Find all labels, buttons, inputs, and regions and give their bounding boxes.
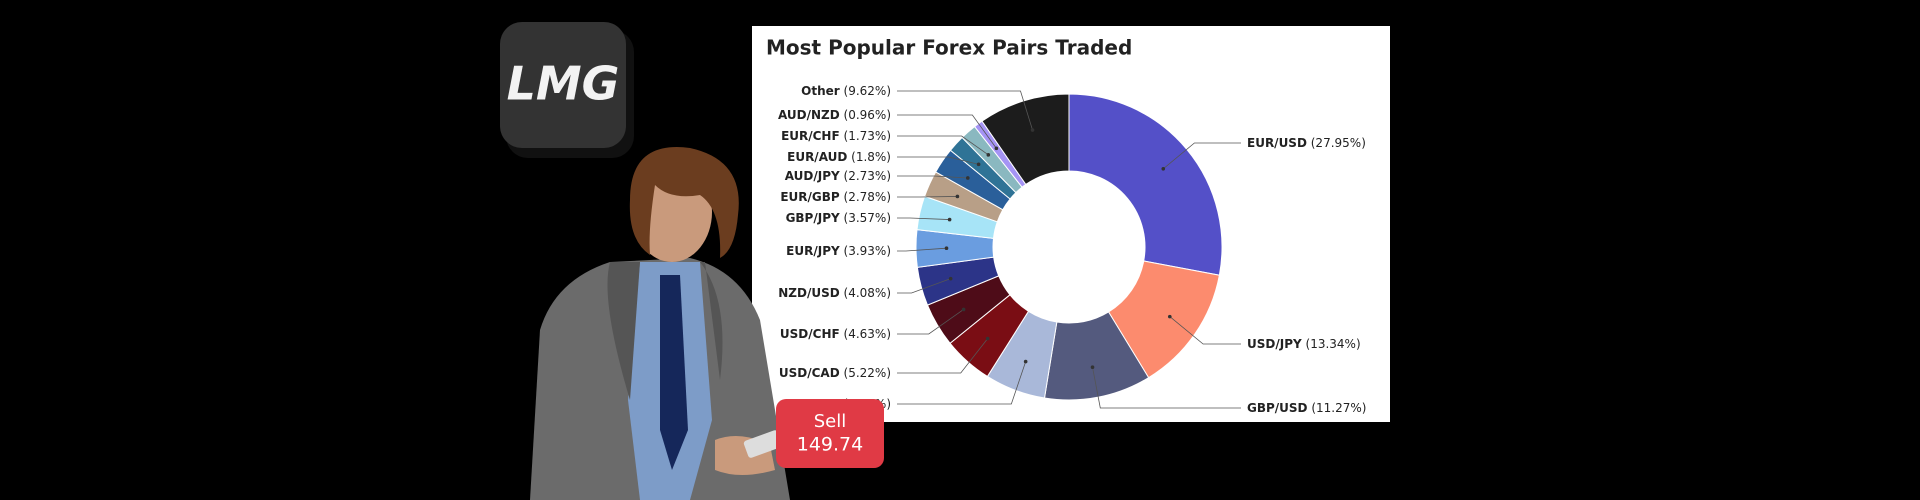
sell-label[interactable]: Sell bbox=[814, 411, 847, 432]
slice-label: EUR/USD (27.95%) bbox=[1247, 136, 1366, 150]
slice-value-label: (3.57%) bbox=[844, 211, 891, 225]
leader-dot bbox=[947, 217, 952, 222]
leader-dot bbox=[976, 162, 981, 167]
slice-label: EUR/GBP (2.78%) bbox=[780, 190, 891, 204]
slice-label: Other (9.62%) bbox=[801, 84, 891, 98]
slice-label: AUD/JPY (2.73%) bbox=[785, 169, 891, 183]
leader-line bbox=[897, 217, 950, 220]
slice-category: USD/CHF bbox=[780, 327, 840, 341]
slice-value-label: (2.73%) bbox=[844, 169, 891, 183]
slice-category: AUD/JPY bbox=[785, 169, 840, 183]
leader-line bbox=[1092, 367, 1241, 409]
slice-value-label: (4.08%) bbox=[844, 286, 891, 300]
slice-label: GBP/JPY (3.57%) bbox=[786, 211, 891, 225]
slice-value-label: (5.22%) bbox=[844, 366, 891, 380]
slice-value-label: (9.62%) bbox=[844, 84, 891, 98]
leader-line bbox=[897, 135, 989, 156]
leader-line bbox=[897, 90, 1033, 131]
slice-category: EUR/USD bbox=[1247, 136, 1307, 150]
leader-line bbox=[1169, 316, 1241, 345]
slice-category: Other bbox=[801, 84, 840, 98]
slice-value-label: (1.8%) bbox=[851, 150, 891, 164]
leader-line bbox=[897, 247, 947, 252]
slice-category: GBP/JPY bbox=[786, 211, 840, 225]
slice-label: EUR/AUD (1.8%) bbox=[787, 150, 891, 164]
slice-category: AUD/NZD bbox=[778, 108, 840, 122]
sell-price[interactable]: 149.74 bbox=[797, 434, 863, 456]
leader-dot bbox=[1090, 365, 1095, 370]
slice-label: USD/CAD (5.22%) bbox=[779, 366, 891, 380]
slice-category: USD/JPY bbox=[1247, 337, 1302, 351]
slice-value-label: (4.63%) bbox=[844, 327, 891, 341]
leader-line bbox=[897, 361, 1027, 405]
leader-line bbox=[897, 309, 964, 335]
slice-label: NZD/USD (4.08%) bbox=[778, 286, 891, 300]
leader-dot bbox=[1023, 359, 1028, 364]
leader-line bbox=[1163, 142, 1241, 170]
slice-label: AUD/NZD (0.96%) bbox=[778, 108, 891, 122]
leader-line bbox=[897, 338, 988, 374]
leader-dot bbox=[994, 146, 999, 151]
leader-dot bbox=[955, 194, 960, 199]
logo-text: LMG bbox=[507, 57, 620, 111]
sell-button[interactable]: Sell 149.74 bbox=[776, 399, 884, 468]
leader-dot bbox=[1167, 314, 1172, 319]
slice-value-label: (13.34%) bbox=[1306, 337, 1361, 351]
leader-dot bbox=[961, 307, 966, 312]
slice-category: USD/CAD bbox=[779, 366, 840, 380]
leader-dot bbox=[1030, 128, 1035, 132]
slice-label: EUR/CHF (1.73%) bbox=[781, 129, 891, 143]
leader-dot bbox=[986, 153, 991, 157]
slice-value-label: (11.27%) bbox=[1311, 401, 1366, 415]
logo: LMG bbox=[500, 22, 634, 158]
leader-line bbox=[897, 114, 997, 149]
slice-category: EUR/AUD bbox=[787, 150, 847, 164]
slice-category: EUR/CHF bbox=[781, 129, 840, 143]
leader-dot bbox=[944, 246, 949, 250]
chart-title: Most Popular Forex Pairs Traded bbox=[766, 36, 1132, 60]
slice-value-label: (1.73%) bbox=[844, 129, 891, 143]
leader-dot bbox=[965, 176, 970, 180]
slice-value-label: (0.96%) bbox=[844, 108, 891, 122]
slice-category: GBP/USD bbox=[1247, 401, 1308, 415]
slice-label: USD/JPY (13.34%) bbox=[1247, 337, 1361, 351]
slice-category: EUR/JPY bbox=[786, 244, 840, 258]
donut-chart: EUR/USD (27.95%) USD/JPY (13.34%) GBP/USD … bbox=[778, 84, 1367, 415]
slice-category: EUR/GBP bbox=[780, 190, 840, 204]
slice-label: GBP/USD (11.27%) bbox=[1247, 401, 1366, 415]
donut-slice bbox=[981, 93, 1070, 186]
leader-dot bbox=[1161, 166, 1166, 171]
leader-line bbox=[897, 278, 951, 294]
slice-value-label: (27.95%) bbox=[1311, 136, 1366, 150]
leader-line bbox=[897, 156, 979, 165]
leader-dot bbox=[985, 336, 990, 341]
leader-dot bbox=[948, 276, 953, 281]
slice-value-label: (2.78%) bbox=[844, 190, 891, 204]
slice-value-label: (3.93%) bbox=[844, 244, 891, 258]
donut-slice bbox=[1068, 93, 1223, 276]
slice-label: EUR/JPY (3.93%) bbox=[786, 244, 891, 258]
leader-line bbox=[897, 175, 968, 179]
leader-line bbox=[897, 196, 958, 198]
slice-label: USD/CHF (4.63%) bbox=[780, 327, 891, 341]
slice-category: NZD/USD bbox=[778, 286, 839, 300]
person bbox=[530, 147, 790, 500]
sell-button-bg[interactable] bbox=[776, 399, 884, 468]
